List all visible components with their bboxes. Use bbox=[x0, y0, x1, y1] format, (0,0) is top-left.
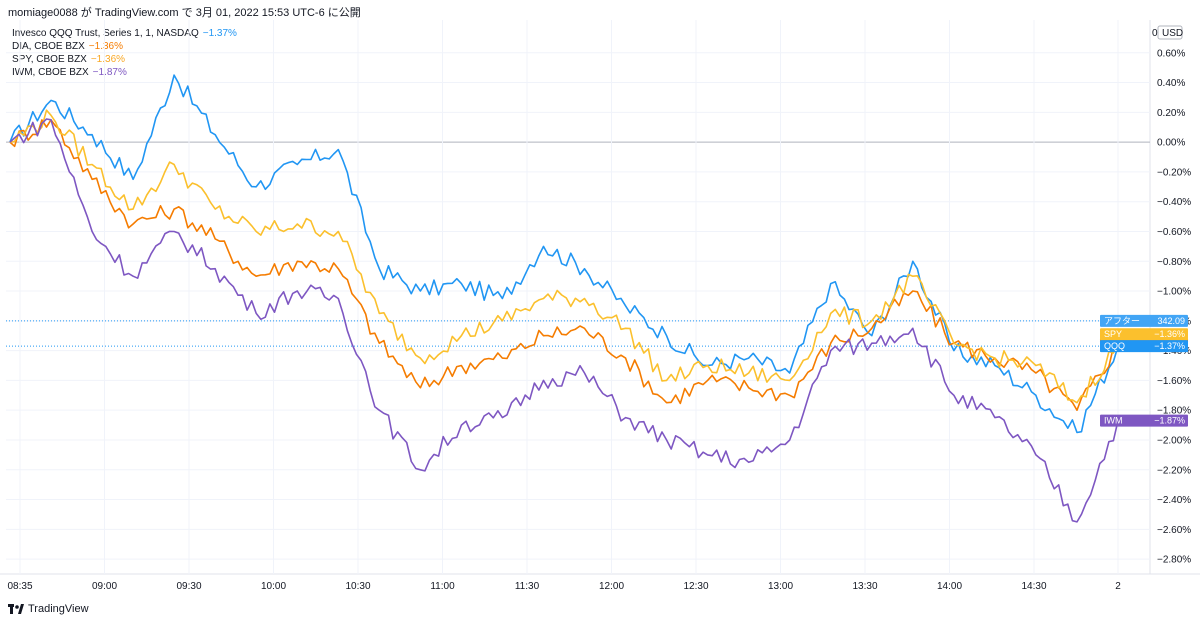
x-tick-label: 11:30 bbox=[515, 581, 540, 592]
series-line-qqq[interactable] bbox=[9, 74, 1119, 434]
price-tag-spy: SPY −1.36% bbox=[1100, 328, 1188, 341]
y-tick-label: −0.40% bbox=[1157, 197, 1191, 208]
price-tag-label: アフター bbox=[1104, 316, 1140, 326]
legend-item-iwm[interactable]: IWM, CBOE BZX −1.87% bbox=[12, 66, 237, 79]
tradingview-logo-icon bbox=[8, 604, 24, 614]
x-tick-label: 2 bbox=[1115, 581, 1121, 592]
y-tick-label: 0.00% bbox=[1157, 138, 1185, 149]
x-tick-label: 09:00 bbox=[92, 581, 117, 592]
x-tick-label: 10:00 bbox=[261, 581, 286, 592]
legend-value: −1.36% bbox=[88, 41, 123, 52]
x-tick-label: 12:00 bbox=[599, 581, 624, 592]
price-tag-value: 342.09 bbox=[1157, 316, 1185, 326]
series-line-dia[interactable] bbox=[9, 119, 1119, 411]
x-tick-label: 11:00 bbox=[430, 581, 455, 592]
publish-header: momiage0088 が TradingView.com で 3月 01, 2… bbox=[8, 7, 361, 19]
legend-value: −1.87% bbox=[92, 67, 127, 78]
price-tag-qqq: QQQ −1.37% bbox=[1100, 340, 1188, 353]
price-tag-label: IWM bbox=[1104, 416, 1123, 426]
price-tag-value: −1.87% bbox=[1154, 416, 1185, 426]
y-tick-label: −0.60% bbox=[1157, 227, 1191, 238]
y-tick-label: 0.60% bbox=[1157, 48, 1185, 59]
legend-item-qqq[interactable]: Invesco QQQ Trust, Series 1, 1, NASDAQ −1… bbox=[12, 27, 237, 40]
y-tick-label: −2.40% bbox=[1157, 495, 1191, 506]
currency-label: USD bbox=[1162, 28, 1183, 39]
legend: Invesco QQQ Trust, Series 1, 1, NASDAQ −1… bbox=[12, 27, 237, 79]
axis-top-label: 0 bbox=[1152, 28, 1158, 39]
price-tag-label: QQQ bbox=[1104, 341, 1125, 351]
chart-area[interactable]: 0.60% 0.40% 0.20% 0.00% −0.20% −0.40% −0.60% −0… bbox=[0, 0, 1200, 600]
y-tick-label: −2.20% bbox=[1157, 465, 1191, 476]
legend-label: DIA, CBOE BZX bbox=[12, 41, 85, 52]
x-tick-label: 10:30 bbox=[345, 581, 370, 592]
price-tag-iwm: IWM −1.87% bbox=[1100, 414, 1188, 427]
x-tick-label: 14:00 bbox=[937, 581, 962, 592]
x-tick-label: 14:30 bbox=[1021, 581, 1046, 592]
y-tick-label: 0.40% bbox=[1157, 78, 1185, 89]
y-tick-label: −0.20% bbox=[1157, 167, 1191, 178]
legend-value: −1.37% bbox=[202, 28, 237, 39]
y-tick-label: −2.00% bbox=[1157, 435, 1191, 446]
x-tick-label: 13:00 bbox=[768, 581, 793, 592]
legend-item-spy[interactable]: SPY, CBOE BZX −1.36% bbox=[12, 53, 237, 66]
currency-badge[interactable] bbox=[1157, 25, 1183, 40]
price-tag-value: −1.37% bbox=[1154, 341, 1185, 351]
legend-value: −1.36% bbox=[90, 54, 126, 65]
x-tick-label: 12:30 bbox=[683, 581, 708, 592]
legend-item-dia[interactable]: DIA, CBOE BZX −1.36% bbox=[12, 40, 237, 53]
series-line-iwm[interactable] bbox=[9, 118, 1119, 523]
legend-label: Invesco QQQ Trust, Series 1, 1, NASDAQ bbox=[12, 28, 199, 39]
x-tick-label: 08:35 bbox=[7, 581, 32, 592]
price-tag-after-hours: アフター 342.09 bbox=[1100, 314, 1188, 327]
y-tick-label: −1.60% bbox=[1157, 376, 1191, 387]
x-tick-label: 09:30 bbox=[176, 581, 201, 592]
y-tick-label: 0.20% bbox=[1157, 108, 1185, 119]
price-tag-label: SPY bbox=[1104, 329, 1122, 339]
legend-label: SPY, CBOE BZX bbox=[12, 54, 87, 65]
y-tick-label: −2.80% bbox=[1157, 555, 1191, 566]
y-tick-label: −1.00% bbox=[1157, 287, 1191, 298]
y-tick-label: −1.80% bbox=[1157, 406, 1191, 417]
price-tag-value: −1.36% bbox=[1154, 329, 1185, 339]
y-tick-label: −0.80% bbox=[1157, 257, 1191, 268]
x-tick-label: 13:30 bbox=[852, 581, 877, 592]
series-line-spy[interactable] bbox=[9, 109, 1119, 404]
legend-label: IWM, CBOE BZX bbox=[12, 67, 89, 78]
tradingview-brand: TradingView bbox=[8, 603, 89, 615]
brand-name: TradingView bbox=[28, 603, 89, 615]
y-tick-label: −2.60% bbox=[1157, 525, 1191, 536]
